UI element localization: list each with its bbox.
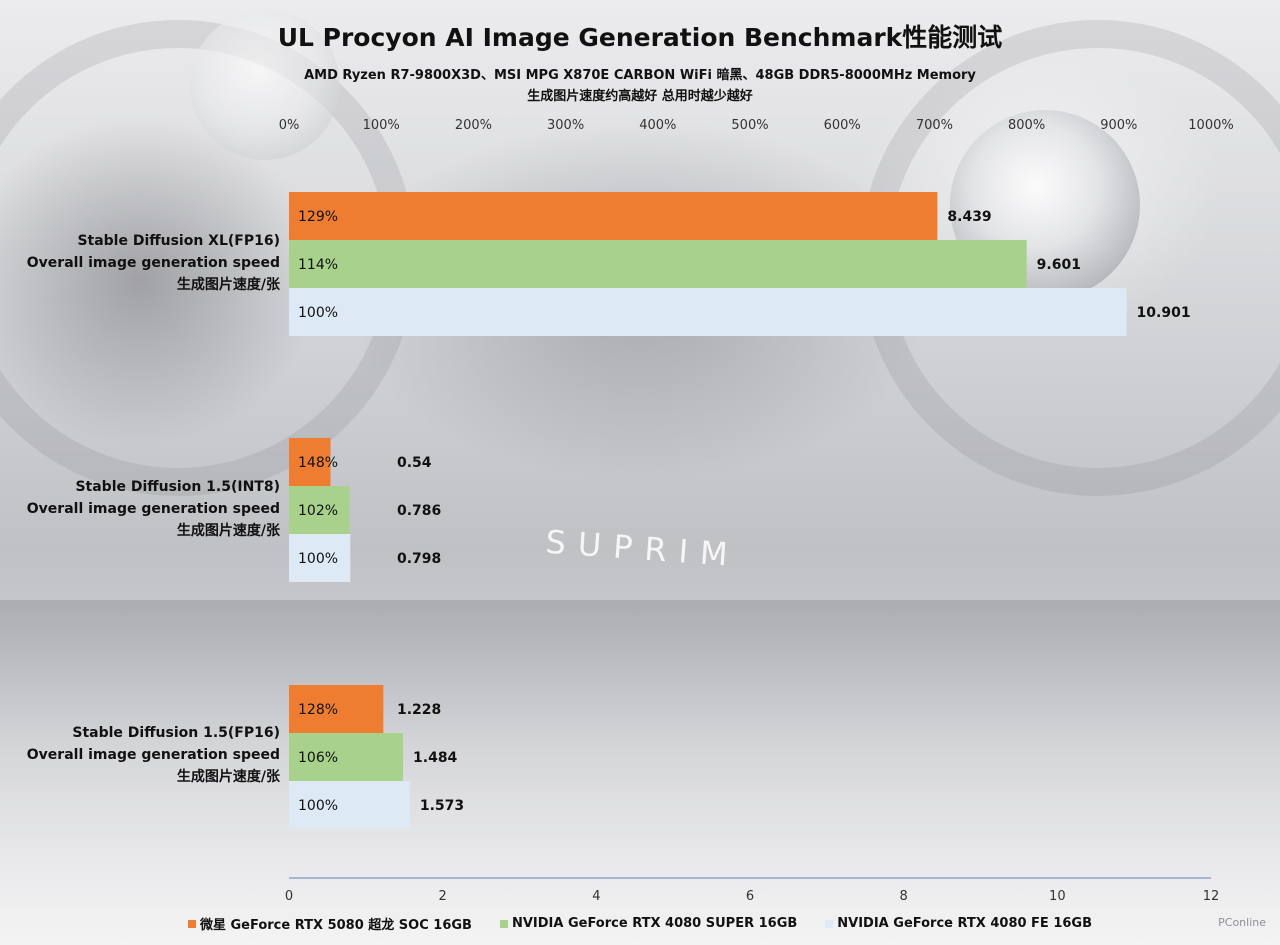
top-tick-label: 100%	[363, 118, 400, 133]
chart-title: UL Procyon AI Image Generation Benchmark…	[277, 23, 1003, 52]
bar-percent-label: 128%	[298, 702, 338, 718]
x-tick-label: 6	[746, 889, 754, 904]
bar	[289, 781, 410, 829]
top-tick-label: 600%	[824, 118, 861, 133]
category-label-line2: Overall image generation speed	[26, 501, 280, 517]
category-label-line3: 生成图片速度/张	[176, 769, 280, 785]
bar-value-label: 1.228	[397, 702, 441, 718]
category-label-line3: 生成图片速度/张	[176, 523, 280, 539]
bar	[289, 438, 331, 486]
chart-subtitle-note: 生成图片速度约高越好 总用时越少越好	[527, 89, 753, 104]
bar	[289, 733, 404, 781]
bar-value-label: 10.901	[1137, 305, 1191, 321]
category-label-sdxl-fp16: Stable Diffusion XL(FP16) Overall image …	[0, 230, 280, 296]
legend-item-rtx5080: 微星 GeForce RTX 5080 超龙 SOC 16GB	[187, 914, 472, 933]
pconline-watermark: PConline	[1218, 916, 1266, 929]
bar-value-label: 0.54	[397, 455, 432, 471]
bar-value-label: 0.798	[397, 551, 441, 567]
bar	[289, 486, 350, 534]
x-tick-label: 10	[1049, 889, 1066, 904]
legend-label: 微星 GeForce RTX 5080 超龙 SOC 16GB	[199, 918, 472, 933]
category-label-line1: Stable Diffusion XL(FP16)	[77, 233, 280, 249]
bar-value-label: 1.484	[413, 750, 458, 766]
top-tick-label: 0%	[279, 118, 300, 133]
category-label-line2: Overall image generation speed	[26, 255, 280, 271]
category-label-line1: Stable Diffusion 1.5(INT8)	[75, 479, 280, 495]
legend-item-rtx4080-fe: NVIDIA GeForce RTX 4080 FE 16GB	[825, 914, 1092, 933]
top-tick-label: 500%	[731, 118, 768, 133]
x-tick-label: 12	[1203, 889, 1220, 904]
bar-percent-label: 100%	[298, 798, 338, 814]
legend-swatch	[187, 919, 196, 928]
x-tick-label: 4	[592, 889, 600, 904]
bar	[289, 192, 938, 240]
bar-percent-label: 102%	[298, 503, 338, 519]
legend-swatch	[499, 919, 508, 928]
legend-item-rtx4080-super: NVIDIA GeForce RTX 4080 SUPER 16GB	[499, 914, 798, 933]
top-tick-label: 900%	[1100, 118, 1137, 133]
floor-reflection	[0, 600, 1280, 945]
x-tick-label: 8	[900, 889, 908, 904]
x-tick-label: 0	[285, 889, 293, 904]
top-tick-label: 200%	[455, 118, 492, 133]
top-tick-label: 700%	[916, 118, 953, 133]
bar-percent-label: 106%	[298, 750, 338, 766]
top-tick-label: 400%	[639, 118, 676, 133]
category-label-sd15-fp16: Stable Diffusion 1.5(FP16) Overall image…	[0, 722, 280, 788]
legend-swatch	[825, 919, 834, 928]
legend-label: NVIDIA GeForce RTX 4080 SUPER 16GB	[511, 916, 798, 931]
bar-percent-label: 148%	[298, 455, 338, 471]
category-label-sd15-int8: Stable Diffusion 1.5(INT8) Overall image…	[0, 476, 280, 542]
top-tick-label: 300%	[547, 118, 584, 133]
chart-subtitle-system: AMD Ryzen R7-9800X3D、MSI MPG X870E CARBO…	[304, 68, 976, 83]
bar-value-label: 8.439	[947, 209, 991, 225]
bar-value-label: 9.601	[1037, 257, 1081, 273]
legend-label: NVIDIA GeForce RTX 4080 FE 16GB	[837, 916, 1093, 931]
category-label-line2: Overall image generation speed	[26, 747, 280, 763]
bar-value-label: 1.573	[420, 798, 464, 814]
bar-percent-label: 114%	[298, 257, 338, 273]
fan-hub-left	[190, 10, 340, 160]
top-tick-label: 1000%	[1188, 118, 1233, 133]
category-label-line3: 生成图片速度/张	[176, 277, 280, 293]
x-tick-label: 2	[439, 889, 447, 904]
bar-percent-label: 100%	[298, 305, 338, 321]
bar	[289, 534, 351, 582]
bar-percent-label: 129%	[298, 209, 338, 225]
category-label-line1: Stable Diffusion 1.5(FP16)	[72, 725, 280, 741]
bar-value-label: 0.786	[397, 503, 441, 519]
chart-legend: 微星 GeForce RTX 5080 超龙 SOC 16GB NVIDIA G…	[0, 914, 1280, 933]
bar	[289, 240, 1027, 288]
bar	[289, 685, 384, 733]
bar	[289, 288, 1127, 336]
bar-percent-label: 100%	[298, 551, 338, 567]
top-tick-label: 800%	[1008, 118, 1045, 133]
